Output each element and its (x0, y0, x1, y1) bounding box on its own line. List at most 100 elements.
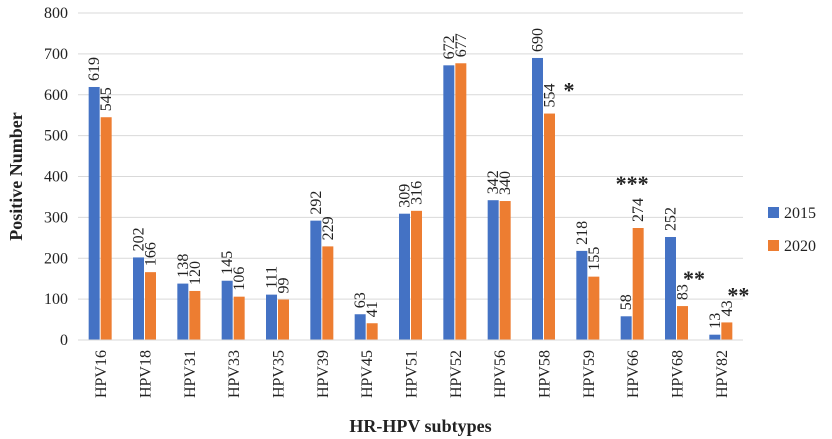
x-tick-label: HPV35 (271, 350, 288, 398)
bar-2020-HPV45 (366, 323, 378, 340)
data-label: 111 (264, 266, 281, 289)
y-axis-title: Positive Number (6, 112, 26, 240)
x-tick-label: HPV18 (138, 350, 155, 398)
bar-2020-HPV39 (322, 246, 334, 340)
y-tick-label: 0 (60, 332, 68, 349)
x-tick-label: HPV45 (359, 350, 376, 398)
bar-2020-HPV66 (632, 228, 644, 340)
x-axis-category-labels: HPV16 HPV18 HPV31 HPV33 HPV35 HPV39 HPV45 HPV51… (93, 350, 731, 398)
y-tick-label: 300 (44, 209, 68, 226)
bar-2015-HPV68 (665, 236, 676, 340)
data-label: 619 (86, 57, 103, 81)
x-tick-label: HPV39 (315, 350, 332, 398)
data-label: 554 (542, 84, 559, 108)
bar-2020-HPV52 (455, 63, 467, 341)
bar-2015-HPV16 (88, 86, 100, 340)
significance-marker: ** (683, 266, 705, 291)
data-label: 218 (574, 221, 591, 245)
data-label: 229 (320, 216, 337, 240)
data-label: 342 (485, 170, 502, 194)
bar-2020-HPV33 (233, 296, 245, 340)
x-tick-label: HPV58 (537, 350, 554, 398)
bar-2020-HPV35 (278, 299, 289, 340)
bars (88, 57, 733, 341)
data-label: 58 (618, 294, 635, 310)
bar-2020-HPV31 (189, 290, 201, 340)
significance-marker: * (564, 78, 575, 103)
legend-swatch-2020 (768, 240, 779, 251)
data-label: 252 (663, 207, 680, 231)
data-label: 13 (707, 313, 724, 329)
x-tick-label: HPV59 (581, 350, 598, 398)
bar-2015-HPV39 (310, 220, 322, 340)
legend-label-2020: 2020 (784, 238, 816, 255)
gridlines (78, 12, 743, 300)
x-tick-label: HPV66 (625, 350, 642, 398)
data-label: 155 (586, 247, 603, 271)
data-label: 63 (352, 292, 369, 308)
legend-label-2015: 2015 (784, 205, 816, 222)
bar-2015-HPV56 (487, 200, 499, 340)
significance-marker: *** (616, 171, 649, 196)
y-tick-label: 600 (44, 87, 68, 104)
x-tick-label: HPV33 (226, 350, 243, 398)
data-label: 120 (187, 261, 204, 285)
bar-2015-HPV82 (709, 334, 721, 340)
x-tick-label: HPV82 (714, 350, 731, 398)
bar-2015-HPV58 (532, 57, 543, 341)
data-label: 690 (530, 28, 547, 52)
bar-2020-HPV56 (499, 201, 511, 340)
data-label: 316 (409, 181, 426, 205)
y-tick-label: 400 (44, 169, 68, 186)
bar-2020-HPV68 (677, 306, 688, 340)
bar-2015-HPV45 (354, 314, 366, 340)
legend: 2015 2020 (768, 205, 816, 255)
data-label: 202 (131, 227, 148, 251)
bar-2015-HPV31 (177, 283, 189, 340)
data-label: 145 (219, 251, 236, 275)
data-label: 83 (675, 284, 692, 300)
x-axis-title: HR-HPV subtypes (349, 416, 491, 436)
bar-2015-HPV33 (221, 280, 233, 340)
data-label: 340 (497, 171, 514, 195)
y-tick-label: 500 (44, 128, 68, 145)
data-label: 672 (441, 35, 458, 59)
x-tick-label: HPV31 (182, 350, 199, 398)
y-tick-label: 200 (44, 250, 68, 267)
data-label: 106 (231, 267, 248, 291)
bar-2015-HPV59 (576, 250, 588, 340)
data-label: 43 (719, 300, 736, 316)
y-tick-label: 700 (44, 46, 68, 63)
bar-2015-HPV66 (620, 316, 632, 340)
data-label: 309 (397, 184, 414, 208)
data-label: 99 (276, 278, 293, 294)
bar-2020-HPV58 (544, 113, 555, 341)
data-label: 41 (364, 301, 381, 317)
x-tick-label: HPV51 (404, 350, 421, 398)
y-tick-label: 800 (44, 5, 68, 22)
bar-2020-HPV59 (588, 276, 600, 340)
significance-markers: ******** (564, 78, 750, 308)
data-label: 545 (98, 87, 115, 111)
bar-2020-HPV16 (100, 117, 112, 340)
x-tick-label: HPV68 (670, 350, 687, 398)
bar-2015-HPV52 (443, 65, 455, 340)
data-label: 292 (308, 191, 325, 215)
bar-2015-HPV35 (266, 294, 277, 340)
bar-2020-HPV18 (145, 272, 156, 340)
bar-2020-HPV51 (411, 210, 422, 340)
x-tick-label: HPV52 (448, 350, 465, 398)
y-tick-label: 100 (44, 291, 68, 308)
y-axis-ticks: 0 100 200 300 400 500 600 700 800 (44, 5, 68, 349)
legend-swatch-2015 (768, 207, 779, 218)
significance-marker: ** (727, 282, 749, 307)
data-label: 166 (143, 242, 160, 266)
data-label: 274 (630, 198, 647, 222)
data-label: 138 (175, 254, 192, 278)
data-label: 677 (453, 33, 470, 57)
bar-2015-HPV51 (399, 213, 410, 340)
bar-2015-HPV18 (133, 257, 144, 340)
x-tick-label: HPV16 (93, 350, 110, 398)
